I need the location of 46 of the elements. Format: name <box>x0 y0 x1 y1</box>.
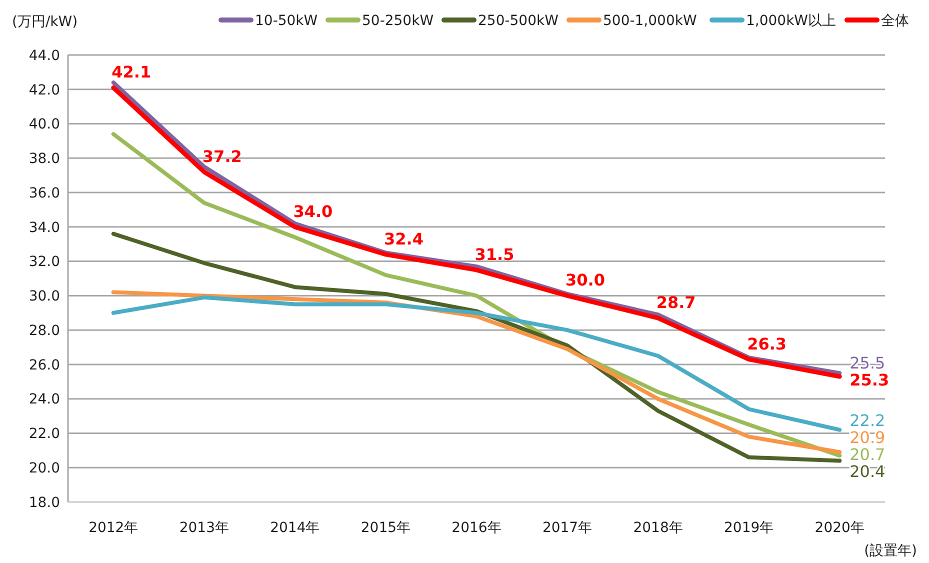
y-tick-label: 40.0 <box>28 116 60 133</box>
legend-label: 全体 <box>881 12 909 29</box>
x-tick-label: 2020年 <box>814 520 864 536</box>
line-series <box>111 295 842 432</box>
y-tick-label: 34.0 <box>28 220 60 236</box>
data-label: 34.0 <box>293 202 333 221</box>
x-tick-label: 2016年 <box>452 520 502 536</box>
y-tick-label: 32.0 <box>28 254 60 270</box>
legend-label: 1,000kW以上 <box>746 12 836 29</box>
legend-label: 10-50kW <box>255 12 318 29</box>
data-label: 25.3 <box>850 370 890 390</box>
y-tick-label: 20.0 <box>28 460 60 477</box>
data-label: 28.7 <box>656 293 696 312</box>
legend-label: 50-250kW <box>362 12 434 29</box>
x-tick-label: 2012年 <box>88 520 138 536</box>
x-tick-label: 2019年 <box>724 520 774 536</box>
y-tick-label: 36.0 <box>28 185 60 202</box>
data-label: 20.7 <box>850 445 886 464</box>
legend-label: 500-1,000kW <box>603 12 697 29</box>
x-tick-label: 2015年 <box>360 520 411 536</box>
data-label: 42.1 <box>112 62 152 82</box>
line-series <box>111 232 842 463</box>
x-tick-label: 2014年 <box>270 520 320 536</box>
data-label: 22.2 <box>850 411 886 430</box>
y-tick-label: 38.0 <box>28 151 60 168</box>
y-tick-label: 18.0 <box>28 494 60 511</box>
y-axis-title: (万円/kW) <box>12 14 78 30</box>
data-label: 32.4 <box>384 229 424 248</box>
y-tick-label: 30.0 <box>28 288 60 305</box>
y-tick-label: 42.0 <box>28 82 60 98</box>
data-label: 20.4 <box>850 462 886 482</box>
data-label: 30.0 <box>566 270 606 290</box>
y-tick-label: 26.0 <box>28 357 60 374</box>
x-tick-label: 2013年 <box>179 520 229 536</box>
y-tick-label: 24.0 <box>28 392 60 408</box>
legend-label: 250-500kW <box>478 12 559 29</box>
x-tick-label: 2017年 <box>542 520 592 536</box>
data-label: 31.5 <box>474 244 514 264</box>
y-tick-label: 44.0 <box>28 48 60 64</box>
data-label: 26.3 <box>747 334 787 354</box>
x-tick-label: 2018年 <box>633 520 683 536</box>
y-tick-label: 28.0 <box>28 322 60 339</box>
x-axis-title: (設置年) <box>864 543 917 559</box>
data-label: 20.9 <box>850 428 886 448</box>
data-label: 37.2 <box>202 146 242 166</box>
y-tick-label: 22.0 <box>28 426 60 442</box>
